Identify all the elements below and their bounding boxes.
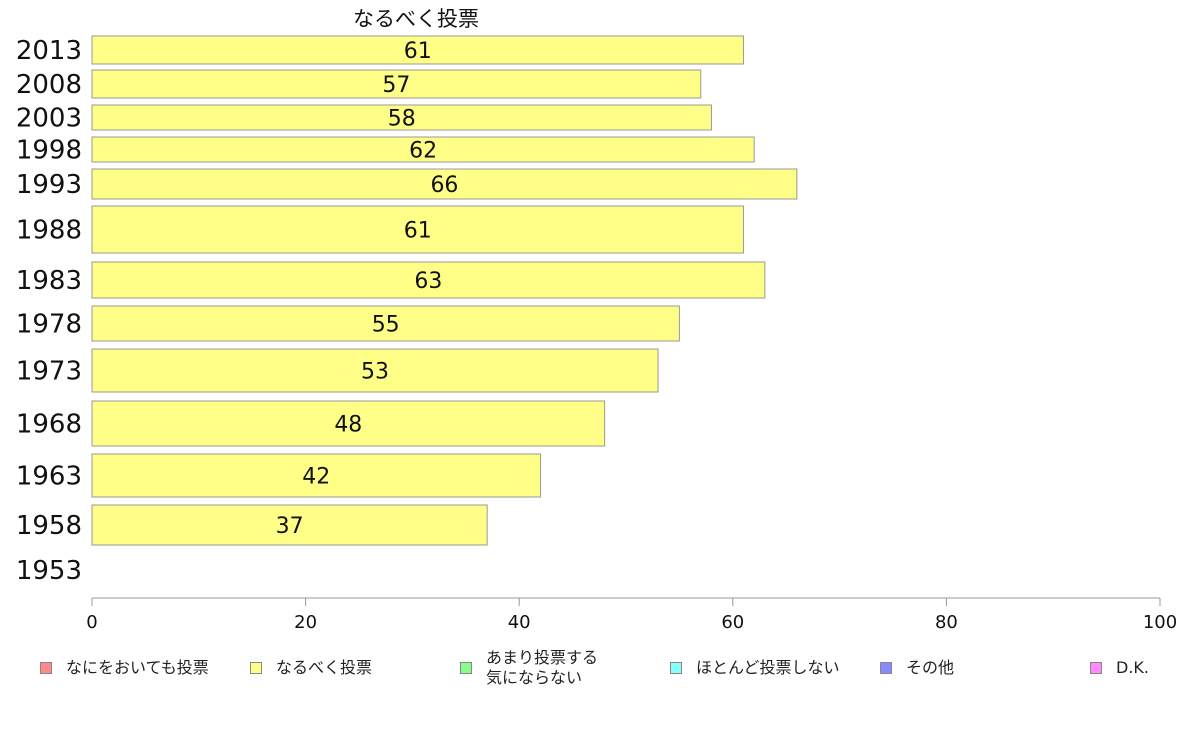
x-tick-label-40: 40 xyxy=(508,612,531,633)
bar-1993 xyxy=(91,168,798,200)
legend-label: ほとんど投票しない xyxy=(696,658,840,677)
bar-1968 xyxy=(91,400,606,447)
legend-item-1: なるべく投票 xyxy=(250,658,372,678)
legend-item-3: ほとんど投票しない xyxy=(670,658,840,678)
legend-swatch xyxy=(1090,662,1102,674)
legend-item-4: その他 xyxy=(880,658,954,678)
bar-1983 xyxy=(91,261,766,299)
legend-swatch xyxy=(250,662,262,674)
chart-title: なるべく投票 xyxy=(353,7,479,31)
bar-value-1993: 66 xyxy=(430,173,458,198)
bar-value-2008: 57 xyxy=(382,73,410,98)
year-label-1978: 1978 xyxy=(16,310,82,340)
bar-value-1998: 62 xyxy=(409,139,437,164)
year-label-1968: 1968 xyxy=(16,410,82,440)
bar-value-1983: 63 xyxy=(414,269,442,294)
legend-item-5: D.K. xyxy=(1090,658,1149,678)
bar-value-2013: 61 xyxy=(404,39,432,64)
legend-swatch xyxy=(880,662,892,674)
legend-label: その他 xyxy=(906,658,955,677)
bar-2008 xyxy=(91,69,702,99)
year-label-1953: 1953 xyxy=(16,556,82,586)
year-label-2003: 2003 xyxy=(16,104,82,134)
legend: なにをおいても投票 なるべく投票 あまり投票する 気にならない ほとんど投票しない その… xyxy=(0,648,1188,698)
bar-1988 xyxy=(91,205,744,254)
x-tick-label-20: 20 xyxy=(294,612,317,633)
legend-label: あまり投票する 気にならない xyxy=(486,648,599,687)
legend-label: なにをおいても投票 xyxy=(66,658,209,677)
year-label-2008: 2008 xyxy=(16,70,82,100)
x-axis: 0 20 40 60 80 100 xyxy=(86,597,1177,633)
year-label-2013: 2013 xyxy=(16,36,82,66)
legend-swatch xyxy=(670,662,682,674)
bar-value-1958: 37 xyxy=(276,514,304,539)
legend-swatch xyxy=(40,662,52,674)
year-label-1988: 1988 xyxy=(16,216,82,246)
year-label-1963: 1963 xyxy=(16,462,82,492)
legend-swatch xyxy=(460,662,472,674)
year-label-1993: 1993 xyxy=(16,170,82,200)
x-tick-label-80: 80 xyxy=(935,612,958,633)
x-tick-label-0: 0 xyxy=(86,612,97,633)
bars-group: 61 57 58 62 66 61 63 55 53 48 42 37 xyxy=(91,35,798,546)
legend-item-2: あまり投票する 気にならない xyxy=(460,648,598,688)
year-label-1958: 1958 xyxy=(16,511,82,541)
bar-1963 xyxy=(91,453,542,498)
bar-value-1963: 42 xyxy=(302,465,330,490)
x-tick-label-60: 60 xyxy=(721,612,744,633)
bar-1973 xyxy=(91,348,659,393)
bar-value-1968: 48 xyxy=(334,413,362,438)
bar-value-1973: 53 xyxy=(361,360,389,385)
bar-1958 xyxy=(91,504,488,546)
bar-value-1978: 55 xyxy=(372,313,400,338)
bar-2003 xyxy=(91,104,712,131)
legend-item-0: なにをおいても投票 xyxy=(40,658,209,678)
year-label-1983: 1983 xyxy=(16,266,82,296)
year-label-1998: 1998 xyxy=(16,136,82,166)
x-tick-label-100: 100 xyxy=(1143,612,1177,633)
bar-1978 xyxy=(91,305,680,342)
bar-2013 xyxy=(91,35,744,65)
year-label-1973: 1973 xyxy=(16,357,82,387)
bar-value-1988: 61 xyxy=(404,219,432,244)
bar-1998 xyxy=(91,136,755,163)
legend-label: なるべく投票 xyxy=(276,658,373,677)
legend-label: D.K. xyxy=(1116,658,1149,677)
bar-value-2003: 58 xyxy=(388,107,416,132)
